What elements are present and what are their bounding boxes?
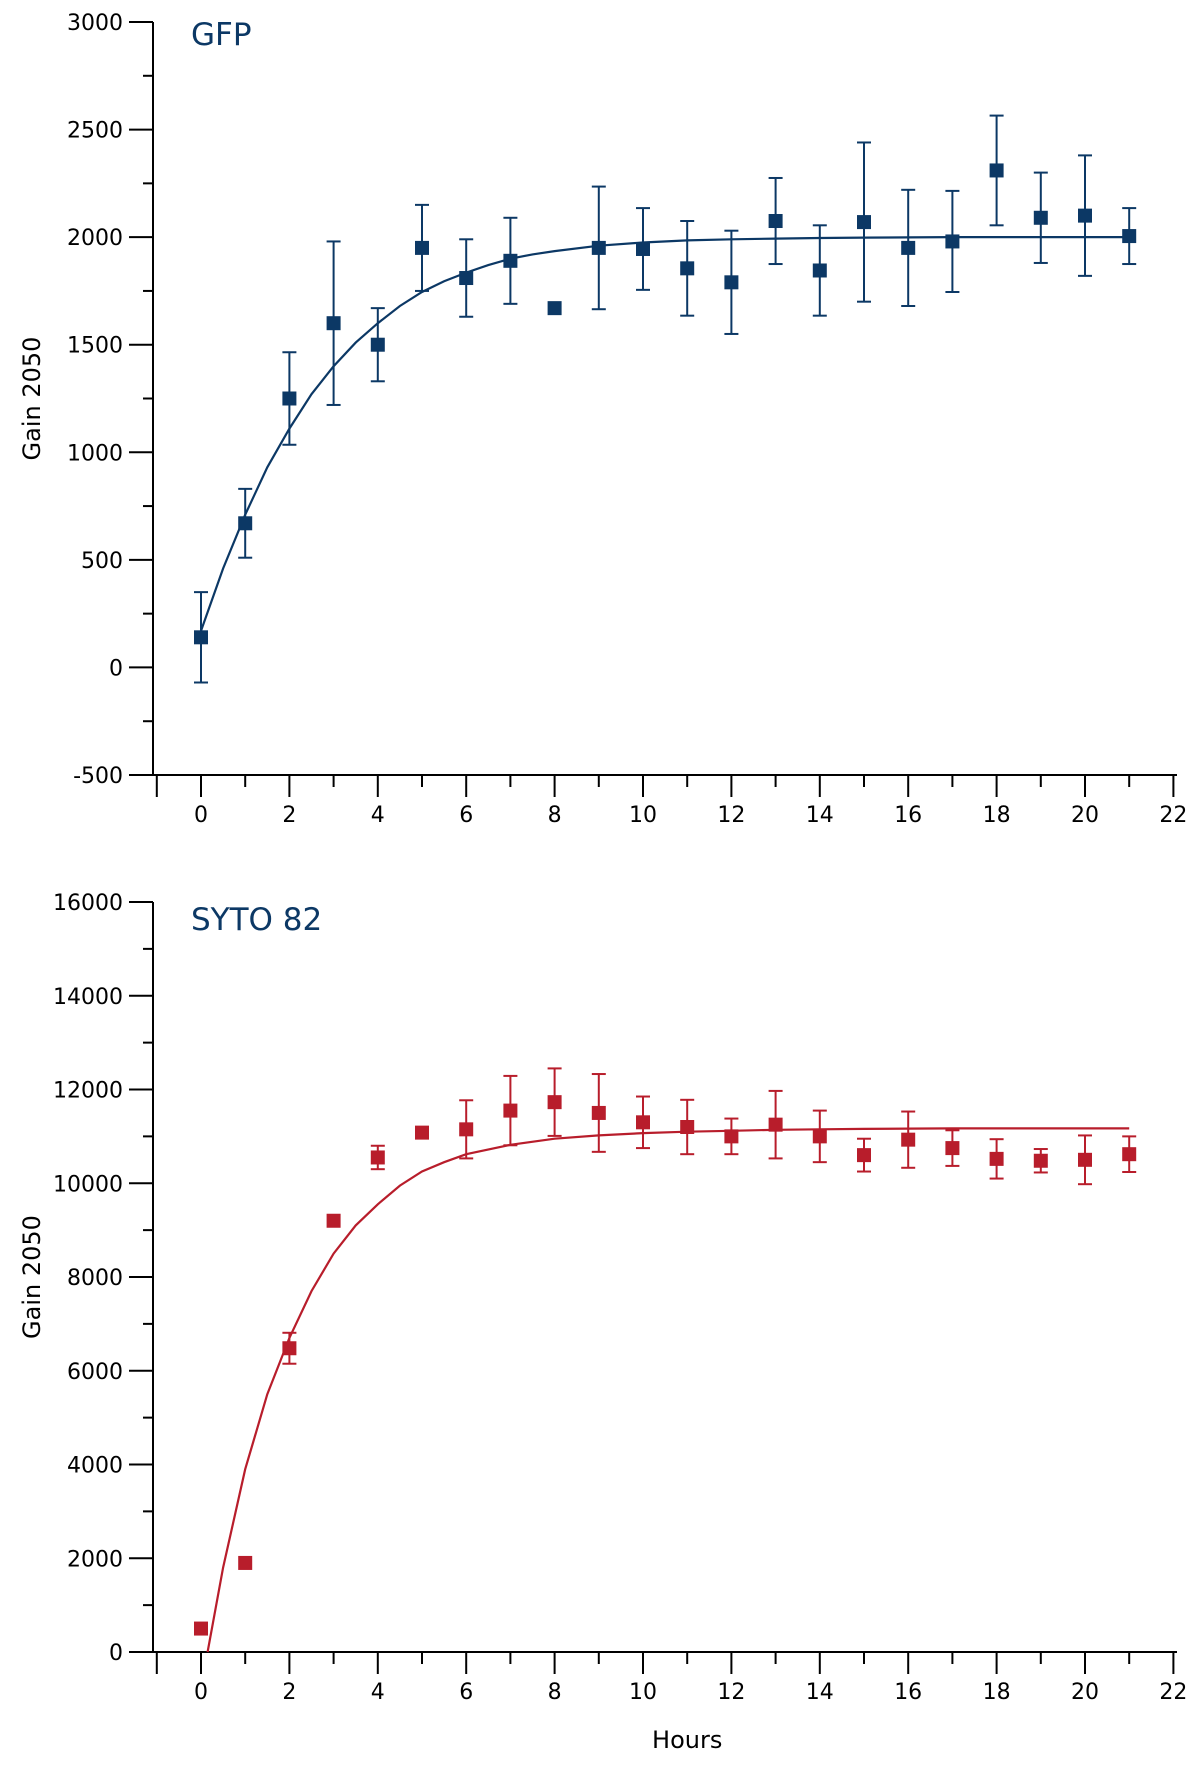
y-tick-label: -500 [73,764,123,789]
data-point [680,261,695,276]
x-tick-label: 22 [1159,803,1187,828]
data-point [547,1095,562,1110]
y-tick-label: 10000 [53,1172,123,1197]
data-point [724,1129,739,1144]
y-tick-label: 16000 [53,891,123,916]
data-point [459,1122,474,1137]
y-tick-label: 2000 [67,1547,123,1572]
data-point [282,391,297,406]
data-point [812,1129,827,1144]
data-point [945,1141,960,1156]
x-tick-label: 6 [459,1680,473,1705]
data-point [724,275,739,290]
x-tick-label: 22 [1159,1680,1187,1705]
y-tick-label: 12000 [53,1079,123,1104]
data-point [503,253,518,268]
chart-title: GFP [191,17,252,53]
x-tick-label: 0 [194,1680,208,1705]
x-tick-label: 16 [894,1680,922,1705]
y-tick-label: 500 [81,549,123,574]
y-tick-label: 2500 [67,119,123,144]
data-point [194,1621,208,1636]
x-tick-label: 16 [894,803,922,828]
data-point [989,1151,1004,1166]
data-point [282,1341,297,1356]
data-point [989,163,1004,178]
y-tick-label: 1000 [67,441,123,466]
data-point [768,1117,783,1132]
data-point [812,263,827,278]
data-point [547,301,562,316]
x-tick-label: 12 [717,1680,745,1705]
x-tick-label: 10 [629,803,657,828]
data-point [238,516,253,531]
x-tick-label: 20 [1071,803,1099,828]
y-tick-label: 0 [109,1641,123,1666]
data-point [591,240,606,255]
fit-curve [199,236,1130,632]
x-tick-label: 4 [371,803,385,828]
data-point [857,1148,871,1163]
data-point [238,1555,253,1570]
data-point [415,1125,429,1140]
data-point [370,337,385,352]
data-point [326,1213,341,1228]
chart-title: SYTO 82 [191,902,322,938]
data-point [1033,210,1048,225]
y-axis-label: Gain 2050 [18,1215,46,1339]
data-point [857,215,871,230]
data-point [194,630,208,645]
y-tick-label: 14000 [53,985,123,1010]
x-tick-label: 4 [371,1680,385,1705]
y-tick-label: 8000 [67,1266,123,1291]
y-tick-label: 0 [109,656,123,681]
x-tick-label: 14 [806,1680,834,1705]
x-tick-label: 18 [983,1680,1011,1705]
data-point [326,316,341,331]
data-point [636,241,650,256]
y-axis-label: Gain 2050 [18,337,46,461]
data-point [680,1120,695,1134]
y-tick-label: 3000 [67,11,123,36]
data-point [591,1105,606,1120]
x-tick-label: 12 [717,803,745,828]
x-tick-label: 20 [1071,1680,1099,1705]
syto82-chart: 0 2000 4000 6000 8000 10000 12000 14000 16000 0 2 4… [18,891,1187,1754]
data-point [503,1103,518,1118]
y-tick-label: 2000 [67,226,123,251]
x-tick-label: 6 [459,803,473,828]
data-point [1078,1152,1092,1167]
y-tick-label: 1500 [67,334,123,359]
x-tick-label: 2 [282,1680,296,1705]
y-tick-label: 4000 [67,1454,123,1479]
data-point [370,1150,385,1165]
x-tick-label: 10 [629,1680,657,1705]
x-tick-label: 14 [806,803,834,828]
data-point [636,1115,650,1130]
data-point [1033,1153,1048,1168]
data-point [901,1132,916,1147]
data-point [901,240,916,255]
x-tick-label: 18 [983,803,1011,828]
data-point [1122,229,1137,244]
gfp-chart: -500 0 500 1000 1500 2000 2500 3000 0 2 4 6 8 10 12 14 1… [18,11,1187,828]
data-point [459,271,474,286]
data-point [945,234,960,249]
data-point [1078,208,1092,223]
x-tick-label: 2 [282,803,296,828]
data-point [1122,1147,1137,1162]
x-tick-label: 0 [194,803,208,828]
x-tick-label: 8 [548,803,562,828]
x-tick-label: 8 [548,1680,562,1705]
x-axis-label: Hours [652,1726,722,1754]
y-tick-label: 6000 [67,1360,123,1385]
data-point [768,214,783,229]
fit-curve [206,1127,1130,1653]
data-point [415,240,429,255]
